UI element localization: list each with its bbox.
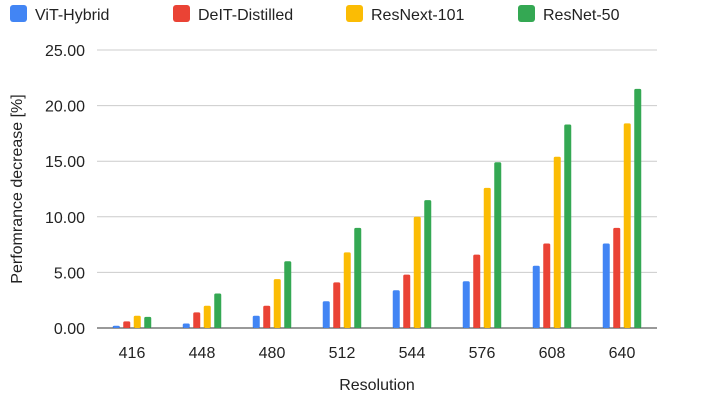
bar-resnet-50-640 — [634, 88, 642, 328]
bar-deit-distilled-416 — [123, 321, 131, 328]
bar-vit-hybrid-576 — [462, 281, 470, 328]
bar-vit-hybrid-480 — [252, 315, 260, 328]
legend-swatch — [173, 5, 190, 22]
bar-resnext-101-480 — [273, 279, 281, 328]
y-axis-ticks: 0.00 5.00 10.00 15.00 20.00 25.00 — [45, 43, 85, 338]
bar-vit-hybrid-512 — [322, 301, 330, 328]
bar-deit-distilled-576 — [473, 254, 481, 328]
bar-deit-distilled-448 — [193, 312, 201, 328]
bar-resnet-50-480 — [284, 261, 292, 328]
legend-label: ResNet-50 — [543, 7, 620, 24]
legend-label: ViT-Hybrid — [35, 7, 109, 24]
bar-deit-distilled-608 — [543, 243, 551, 328]
bar-deit-distilled-544 — [403, 274, 411, 328]
x-tick-label: 608 — [539, 345, 566, 362]
bar-deit-distilled-480 — [263, 305, 271, 328]
bar-resnet-50-576 — [494, 162, 502, 328]
x-axis-ticks: 416 448 480 512 544 576 608 640 — [119, 345, 636, 362]
bars — [112, 88, 642, 328]
y-axis-title: Perfomrance decrease [%] — [9, 94, 26, 283]
y-tick-label: 15.00 — [45, 154, 85, 171]
bar-deit-distilled-640 — [613, 227, 621, 328]
bar-deit-distilled-512 — [333, 282, 341, 328]
x-tick-label: 544 — [399, 345, 426, 362]
y-tick-label: 0.00 — [54, 321, 85, 338]
bar-vit-hybrid-640 — [602, 243, 610, 328]
x-tick-label: 640 — [609, 345, 636, 362]
bar-resnext-101-416 — [133, 315, 141, 328]
bar-vit-hybrid-544 — [392, 290, 400, 328]
x-tick-label: 416 — [119, 345, 146, 362]
x-tick-label: 480 — [259, 345, 286, 362]
legend-label: ResNext-101 — [371, 7, 464, 24]
bar-vit-hybrid-416 — [112, 325, 120, 328]
legend-swatch — [10, 5, 27, 22]
bar-resnext-101-640 — [623, 123, 631, 328]
bar-resnet-50-512 — [354, 227, 362, 328]
bar-resnext-101-544 — [413, 216, 421, 328]
bar-resnet-50-416 — [144, 316, 152, 328]
legend-swatch — [518, 5, 535, 22]
y-tick-label: 5.00 — [54, 265, 85, 282]
y-tick-label: 20.00 — [45, 99, 85, 116]
bar-vit-hybrid-608 — [532, 265, 540, 328]
bar-resnext-101-608 — [553, 156, 561, 328]
y-tick-label: 25.00 — [45, 43, 85, 60]
bar-resnet-50-544 — [424, 200, 432, 328]
legend-label: DeIT-Distilled — [198, 7, 293, 24]
bar-resnet-50-448 — [214, 293, 222, 328]
bar-vit-hybrid-448 — [182, 323, 190, 328]
gridlines — [97, 49, 657, 329]
bar-resnext-101-512 — [343, 252, 351, 328]
legend: ViT-Hybrid DeIT-Distilled ResNext-101 ResNe… — [10, 5, 620, 24]
x-tick-label: 512 — [329, 345, 356, 362]
x-axis-title: Resolution — [339, 377, 415, 394]
y-tick-label: 10.00 — [45, 210, 85, 227]
x-tick-label: 448 — [189, 345, 216, 362]
bar-resnet-50-608 — [564, 124, 572, 328]
x-tick-label: 576 — [469, 345, 496, 362]
bar-resnext-101-448 — [203, 305, 211, 328]
bar-resnext-101-576 — [483, 187, 491, 328]
legend-swatch — [346, 5, 363, 22]
